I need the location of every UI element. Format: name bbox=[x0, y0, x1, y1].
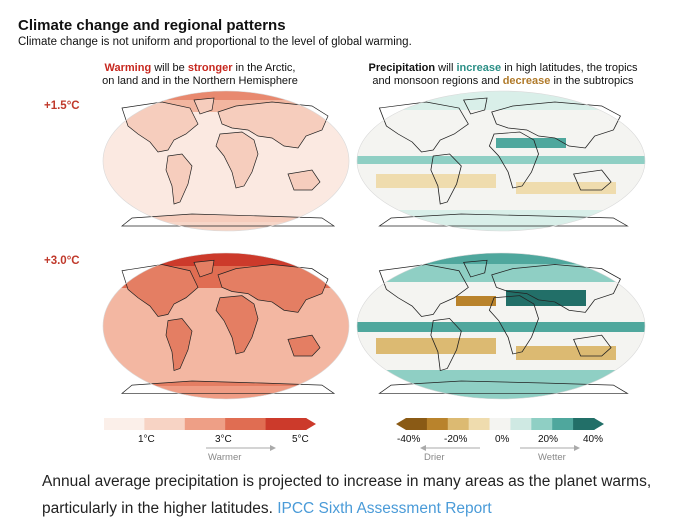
warmer-arrow-icon bbox=[206, 445, 276, 451]
heading-text: will be bbox=[151, 62, 188, 74]
temp-tick-3: 3°C bbox=[215, 434, 232, 445]
wetter-arrow-icon bbox=[520, 445, 580, 451]
ipcc-report-link[interactable]: IPCC Sixth Assessment Report bbox=[277, 500, 492, 517]
warming-map-1-5c bbox=[102, 90, 350, 232]
temp-color-cell bbox=[104, 418, 145, 430]
temp-color-cell bbox=[144, 418, 186, 430]
temp-tick-5: 5°C bbox=[292, 434, 309, 445]
precipitation-map-1-5c bbox=[356, 90, 646, 232]
temp-color-cell bbox=[265, 418, 307, 430]
precip-color-cell bbox=[573, 418, 595, 430]
temperature-colorbar bbox=[104, 418, 316, 430]
warming-column-heading: Warming will be stronger in the Arctic, … bbox=[50, 62, 350, 88]
temp-color-cell bbox=[225, 418, 267, 430]
precip-tick-minus-20: -20% bbox=[444, 434, 468, 445]
heading-text: will bbox=[435, 62, 457, 74]
caption-text: Annual average precipitation is projecte… bbox=[42, 473, 652, 517]
row-label-3-0c: +3.0°C bbox=[44, 255, 80, 267]
precip-color-cell bbox=[447, 418, 470, 430]
precip-color-cell bbox=[426, 418, 449, 430]
precip-color-cell bbox=[510, 418, 532, 430]
heading-text: and monsoon regions and bbox=[372, 75, 503, 87]
precip-color-cell bbox=[406, 418, 428, 430]
wetter-label: Wetter bbox=[538, 452, 566, 463]
heading-text: on land and in the Northern Hemisphere bbox=[102, 75, 298, 87]
decrease-word: decrease bbox=[502, 75, 551, 87]
heading-text: in the Arctic, bbox=[232, 62, 296, 74]
warmer-label: Warmer bbox=[208, 452, 242, 463]
drier-arrow-icon bbox=[420, 445, 480, 451]
precip-tick-40: 40% bbox=[583, 434, 604, 445]
figure-subtitle: Climate change is not uniform and propor… bbox=[18, 36, 412, 48]
precipitation-column-heading: Precipitation will increase in high lati… bbox=[348, 62, 658, 88]
precip-tick-0: 0% bbox=[495, 434, 510, 445]
precip-color-cell bbox=[468, 418, 491, 430]
warming-word: Warming bbox=[104, 62, 152, 74]
row-label-1-5c: +1.5°C bbox=[44, 100, 80, 112]
temp-tick-1: 1°C bbox=[138, 434, 155, 445]
precip-tick-20: 20% bbox=[538, 434, 559, 445]
drier-label: Drier bbox=[424, 452, 445, 463]
precipitation-word: Precipitation bbox=[368, 62, 436, 74]
precip-color-cell bbox=[489, 418, 511, 430]
figure-title: Climate change and regional patterns bbox=[18, 17, 286, 34]
temp-color-cell bbox=[184, 418, 226, 430]
warming-map-3-0c bbox=[102, 252, 350, 400]
stronger-word: stronger bbox=[187, 62, 233, 74]
heading-text: in the subtropics bbox=[550, 75, 634, 87]
increase-word: increase bbox=[456, 62, 502, 74]
precip-color-cell bbox=[531, 418, 553, 430]
precip-color-cell bbox=[552, 418, 574, 430]
figure-caption: Annual average precipitation is projecte… bbox=[42, 468, 672, 522]
heading-text: in high latitudes, the tropics bbox=[501, 62, 638, 74]
precipitation-map-3-0c bbox=[356, 252, 646, 400]
precipitation-colorbar bbox=[396, 418, 604, 430]
precip-tick-minus-40: -40% bbox=[397, 434, 421, 445]
